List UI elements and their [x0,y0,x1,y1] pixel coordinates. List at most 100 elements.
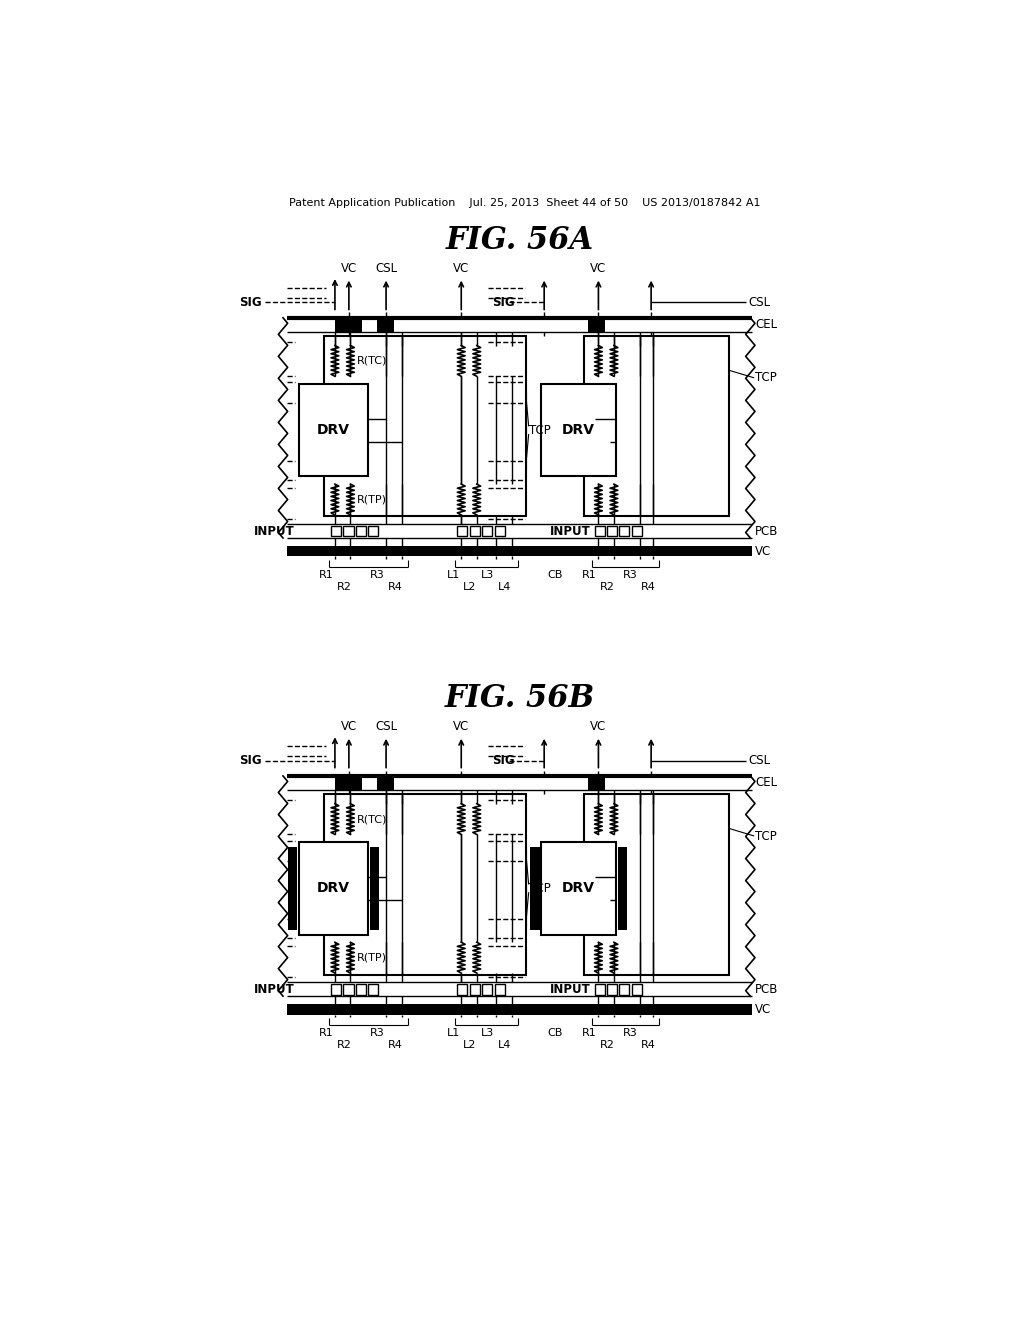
Text: INPUT: INPUT [550,982,591,995]
Bar [584,793,729,974]
Text: R2: R2 [337,582,351,591]
Text: TCP: TCP [755,829,777,842]
Bar [356,525,366,536]
Bar [324,793,525,974]
Text: CEL: CEL [755,318,777,331]
Bar [287,545,752,557]
Text: R3: R3 [370,570,385,581]
Text: TCP: TCP [529,882,551,895]
Text: VC: VC [454,261,469,275]
Bar [299,384,369,477]
Text: CSL: CSL [748,296,770,309]
Text: R3: R3 [624,1028,638,1039]
Text: R(TP): R(TP) [356,495,387,504]
Text: CSL: CSL [375,719,397,733]
Text: R4: R4 [641,1040,656,1049]
Bar [458,525,467,536]
Text: VC: VC [341,719,357,733]
Bar [541,842,616,935]
Text: R3: R3 [370,1028,385,1039]
Text: SIG: SIG [240,296,262,309]
Bar [369,525,378,536]
Text: R(TC): R(TC) [356,814,387,824]
Text: L2: L2 [463,582,476,591]
Text: L3: L3 [481,1028,495,1039]
Bar [287,1003,752,1015]
Text: L4: L4 [498,582,511,591]
Bar [541,384,616,477]
Text: DRV: DRV [562,424,595,437]
Bar [588,318,604,331]
Text: L1: L1 [446,1028,460,1039]
Text: Patent Application Publication    Jul. 25, 2013  Sheet 44 of 50    US 2013/01878: Patent Application Publication Jul. 25, … [289,198,761,209]
Text: SIG: SIG [240,754,262,767]
Text: VC: VC [454,719,469,733]
Text: L1: L1 [446,570,460,581]
Bar [595,983,604,995]
Bar [470,983,480,995]
Bar [335,776,362,789]
Bar [607,983,617,995]
Bar [620,983,630,995]
Text: L2: L2 [463,1040,476,1049]
Bar [607,525,617,536]
Text: VC: VC [341,261,357,275]
Text: VC: VC [590,719,606,733]
Bar [617,847,627,929]
Bar [299,842,369,935]
Text: INPUT: INPUT [254,524,295,537]
Bar [470,525,480,536]
Text: R1: R1 [318,570,334,581]
Bar [482,525,493,536]
Text: PCB: PCB [755,982,778,995]
Bar [588,776,604,789]
Text: CB: CB [548,570,563,581]
Text: R4: R4 [641,582,656,591]
Bar [324,335,525,516]
Bar [377,776,394,789]
Text: TCP: TCP [529,424,551,437]
Text: PCB: PCB [755,524,778,537]
Text: R4: R4 [388,1040,402,1049]
Bar [595,525,604,536]
Bar [584,335,729,516]
Text: SIG: SIG [493,754,515,767]
Text: R1: R1 [582,1028,597,1039]
Text: R(TC): R(TC) [356,356,387,366]
Bar [632,983,642,995]
Text: L3: L3 [481,570,495,581]
Text: VC: VC [755,1003,771,1016]
Text: R(TP): R(TP) [356,953,387,962]
Bar [495,983,505,995]
Text: VC: VC [755,545,771,557]
Bar [632,525,642,536]
Text: CSL: CSL [375,261,397,275]
Text: R2: R2 [600,582,614,591]
Bar [377,318,394,331]
Text: DRV: DRV [316,882,350,895]
Text: DRV: DRV [316,424,350,437]
Text: L4: L4 [498,1040,511,1049]
Bar [343,525,353,536]
Text: R2: R2 [600,1040,614,1049]
Text: DRV: DRV [562,882,595,895]
Text: CEL: CEL [755,776,777,789]
Bar [458,983,467,995]
Text: CSL: CSL [748,754,770,767]
Bar [335,318,362,331]
Text: FIG. 56A: FIG. 56A [445,226,594,256]
Bar [288,847,297,929]
Text: INPUT: INPUT [254,982,295,995]
Bar [530,847,540,929]
Text: VC: VC [590,261,606,275]
Text: R4: R4 [388,582,402,591]
Text: INPUT: INPUT [550,524,591,537]
Bar [482,983,493,995]
Text: R1: R1 [582,570,597,581]
Bar [331,525,341,536]
Bar [331,983,341,995]
Text: FIG. 56B: FIG. 56B [444,684,595,714]
Text: R2: R2 [337,1040,351,1049]
Bar [495,525,505,536]
Text: TCP: TCP [755,371,777,384]
